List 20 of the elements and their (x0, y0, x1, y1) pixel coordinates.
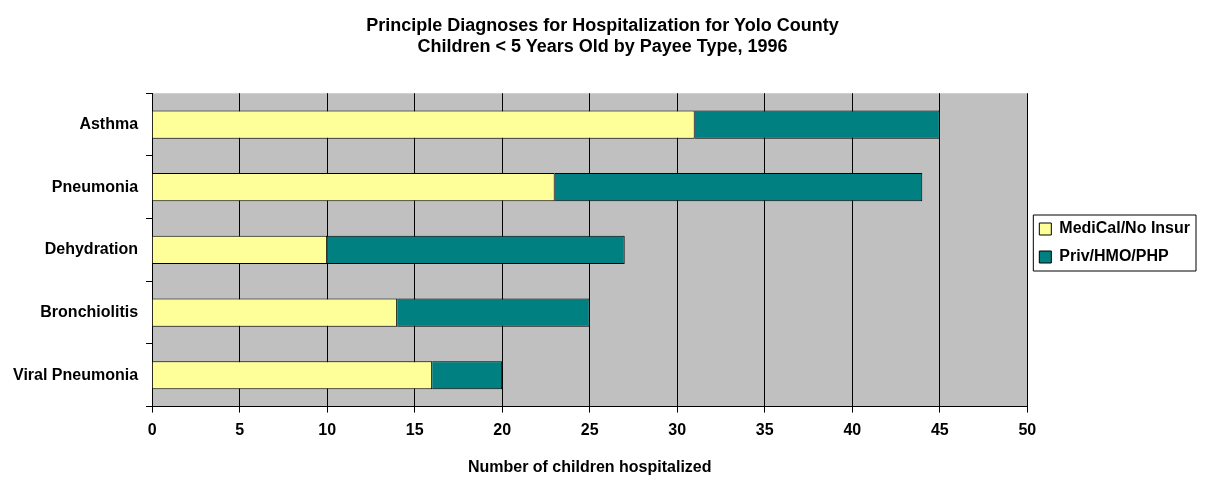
x-tick-label: 0 (147, 420, 157, 438)
x-tick-label: 35 (755, 420, 774, 438)
x-axis-title: Number of children hospitalized (467, 457, 712, 475)
y-tick-label: Viral Pneumonia (13, 365, 139, 383)
y-tick-label: Pneumonia (51, 177, 139, 195)
x-tick-label: 25 (580, 420, 599, 438)
x-tick-label: 45 (930, 420, 949, 438)
x-tick-label: 30 (668, 420, 687, 438)
y-tick-label: Dehydration (44, 240, 139, 258)
legend-label: Priv/HMO/PHP (1059, 247, 1170, 265)
x-tick-label: 20 (493, 420, 512, 438)
y-tick-label: Bronchiolitis (40, 302, 139, 320)
x-tick-label: 50 (1018, 420, 1037, 438)
y-tick-label: Asthma (79, 114, 139, 132)
x-tick-label: 10 (318, 420, 337, 438)
x-tick-label: 40 (843, 420, 862, 438)
chart-title: Principle Diagnoses for Hospitalization for Yolo County Children < 5 Years Old by Payee Type, 1996 (366, 14, 839, 57)
legend-label: MediCal/No Insur (1059, 219, 1191, 237)
x-tick-label: 5 (235, 420, 245, 438)
x-tick-label: 15 (405, 420, 424, 438)
